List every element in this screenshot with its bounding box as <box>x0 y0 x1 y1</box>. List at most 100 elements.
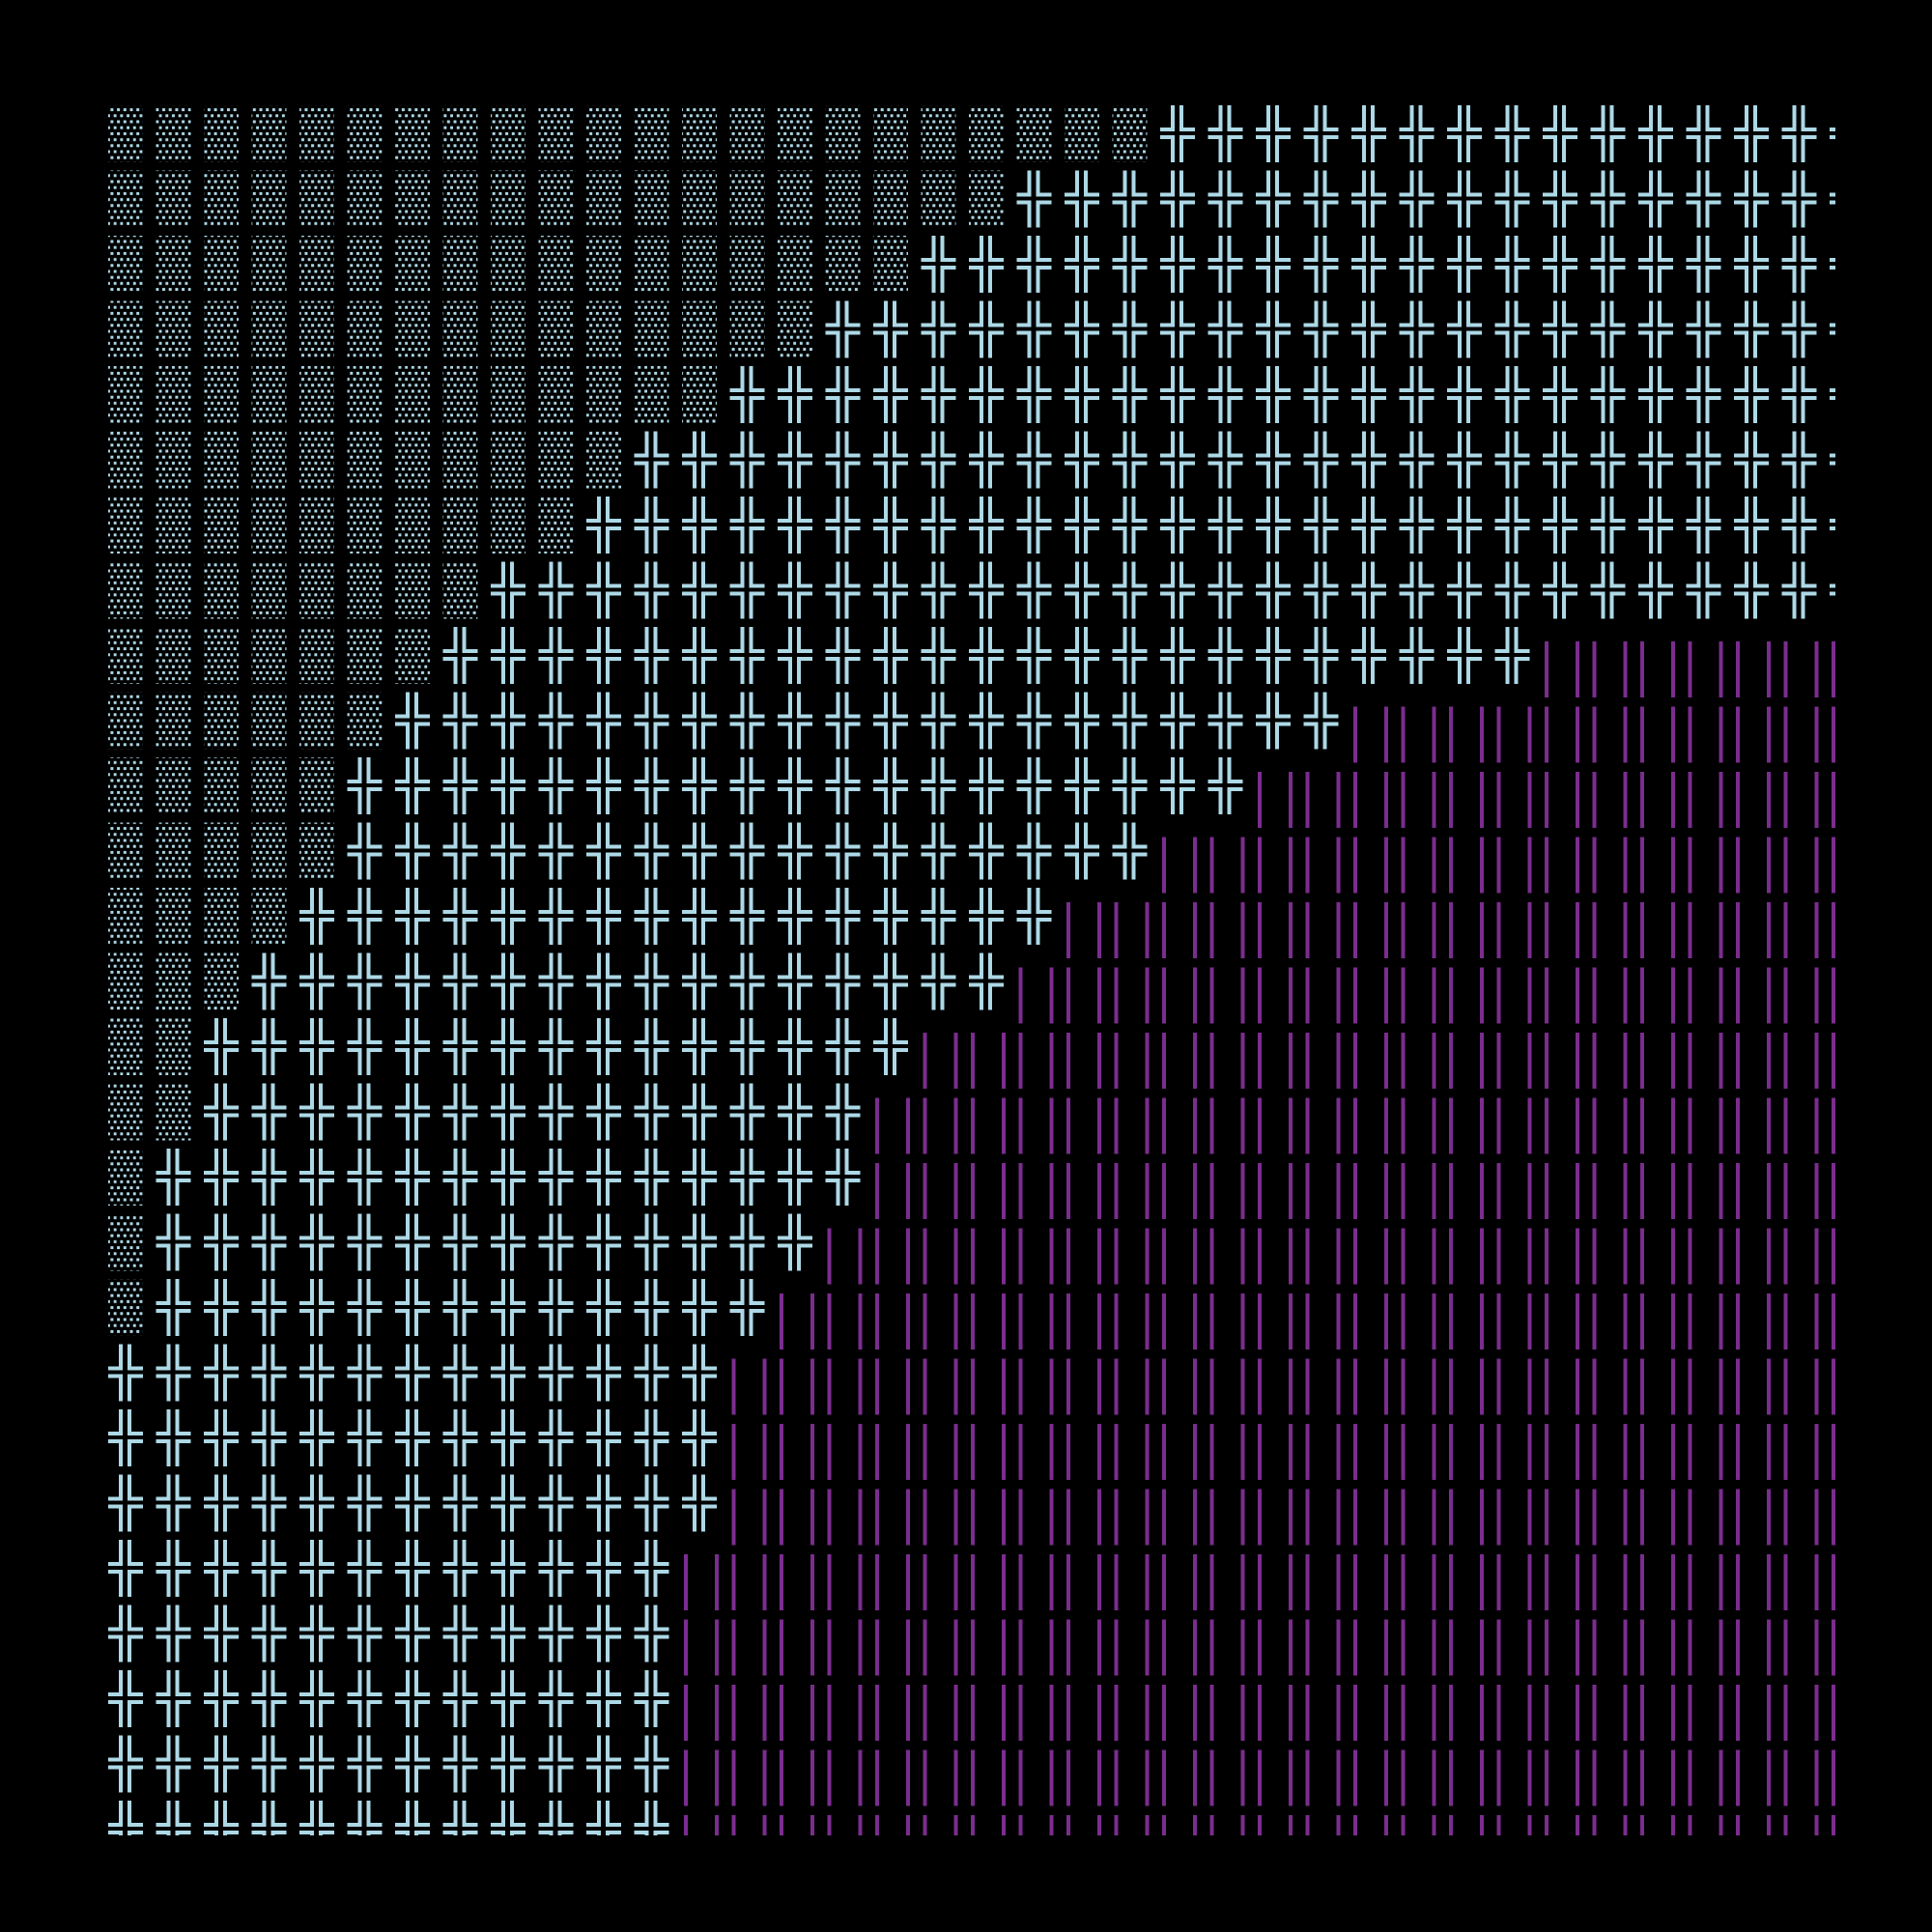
light-shade-glyph <box>586 431 621 489</box>
double-vertical-glyph <box>1736 1163 1771 1219</box>
light-shade-glyph <box>204 105 239 162</box>
light-shade-glyph <box>442 431 478 489</box>
double-vertical-glyph <box>1545 641 1579 697</box>
double-vertical-glyph <box>1162 1489 1197 1546</box>
light-shade-glyph <box>108 888 143 945</box>
double-vertical-glyph <box>1783 1228 1819 1285</box>
double-cross-glyph <box>634 1801 669 1835</box>
light-shade-glyph <box>491 366 526 423</box>
double-vertical-glyph <box>1401 1424 1436 1480</box>
double-vertical-glyph <box>1545 1685 1579 1741</box>
light-shade-glyph <box>156 888 191 945</box>
double-vertical-glyph <box>1449 706 1484 763</box>
light-shade-glyph <box>108 1018 143 1075</box>
light-shade-glyph <box>108 170 143 228</box>
double-vertical-glyph <box>827 1424 863 1480</box>
light-shade-glyph <box>108 300 143 358</box>
double-vertical-glyph <box>1114 1358 1150 1415</box>
double-vertical-glyph <box>1783 1163 1819 1219</box>
double-vertical-glyph <box>1258 967 1293 1024</box>
double-vertical-glyph <box>1688 1489 1723 1546</box>
double-vertical-glyph <box>1353 1489 1388 1546</box>
light-shade-glyph <box>299 692 334 750</box>
double-vertical-glyph <box>1736 1619 1771 1676</box>
light-shade-glyph <box>873 170 908 228</box>
double-vertical-glyph <box>1258 772 1293 828</box>
double-vertical-glyph <box>1401 1163 1436 1219</box>
double-vertical-glyph <box>1640 641 1675 697</box>
glyph-row <box>108 1540 1835 1610</box>
light-shade-glyph <box>299 561 334 619</box>
double-cross-glyph <box>347 1801 383 1835</box>
double-vertical-glyph <box>780 1685 814 1741</box>
double-vertical-glyph <box>1353 1749 1388 1806</box>
double-cross-glyph <box>538 1801 574 1835</box>
double-vertical-glyph <box>1496 1489 1532 1546</box>
light-shade-glyph <box>251 497 287 554</box>
double-vertical-glyph <box>1114 1424 1150 1480</box>
double-vertical-glyph <box>971 1749 1006 1806</box>
double-vertical-glyph <box>1640 706 1675 763</box>
light-shade-glyph <box>442 300 478 358</box>
double-vertical-glyph <box>1688 1097 1723 1154</box>
double-cross-glyph <box>395 1801 430 1835</box>
light-shade-glyph <box>442 170 478 228</box>
double-vertical-glyph <box>1545 1358 1579 1415</box>
double-vertical-glyph <box>1496 1033 1532 1089</box>
double-vertical-glyph <box>1066 1228 1101 1285</box>
double-vertical-glyph <box>923 1489 958 1546</box>
double-vertical-glyph <box>1545 1619 1579 1676</box>
light-shade-glyph <box>491 431 526 489</box>
double-vertical-glyph <box>1688 1163 1723 1219</box>
double-vertical-glyph <box>1258 1554 1293 1610</box>
light-shade-glyph <box>156 952 191 1010</box>
light-shade-glyph <box>395 431 430 489</box>
light-shade-glyph <box>204 497 239 554</box>
light-shade-glyph <box>395 497 430 554</box>
light-shade-glyph <box>347 692 383 750</box>
double-vertical-glyph <box>1066 1163 1101 1219</box>
light-shade-glyph <box>204 822 239 880</box>
double-vertical-glyph <box>1162 1424 1197 1480</box>
light-shade-glyph <box>538 236 574 293</box>
glyph-row <box>108 1670 1835 1741</box>
double-vertical-glyph <box>1209 1815 1245 1835</box>
double-vertical-glyph <box>1162 1033 1197 1089</box>
double-vertical-glyph <box>684 1749 719 1806</box>
light-shade-glyph <box>251 236 287 293</box>
double-vertical-glyph <box>1545 1033 1579 1089</box>
double-vertical-glyph <box>731 1489 767 1546</box>
light-shade-glyph <box>634 236 669 293</box>
light-shade-glyph <box>156 431 191 489</box>
glyph-row <box>108 1279 1835 1350</box>
double-vertical-glyph <box>1305 1097 1341 1154</box>
double-vertical-glyph <box>1066 1554 1101 1610</box>
double-vertical-glyph <box>1832 967 1835 1024</box>
double-vertical-glyph <box>1783 1033 1819 1089</box>
double-vertical-glyph <box>1305 902 1341 958</box>
double-vertical-glyph <box>1018 1554 1054 1610</box>
double-vertical-glyph <box>827 1685 863 1741</box>
double-vertical-glyph <box>1736 1685 1771 1741</box>
double-vertical-glyph <box>1018 967 1054 1024</box>
double-vertical-glyph <box>923 1815 958 1835</box>
light-shade-glyph <box>156 170 191 228</box>
light-shade-glyph <box>442 105 478 162</box>
light-shade-glyph <box>825 170 861 228</box>
glyph-grid <box>108 105 1835 1835</box>
double-vertical-glyph <box>923 1619 958 1676</box>
light-shade-glyph <box>491 236 526 293</box>
double-vertical-glyph <box>1592 1228 1628 1285</box>
light-shade-glyph <box>204 757 239 814</box>
double-cross-glyph <box>1830 192 1835 205</box>
light-shade-glyph <box>251 170 287 228</box>
double-vertical-glyph <box>827 1358 863 1415</box>
light-shade-glyph <box>108 1083 143 1141</box>
double-vertical-glyph <box>1018 1815 1054 1835</box>
double-vertical-glyph <box>1114 1033 1150 1089</box>
light-shade-glyph <box>251 561 287 619</box>
double-vertical-glyph <box>1162 1163 1197 1219</box>
double-vertical-glyph <box>875 1554 910 1610</box>
double-vertical-glyph <box>1736 1293 1771 1350</box>
light-shade-glyph <box>538 366 574 423</box>
